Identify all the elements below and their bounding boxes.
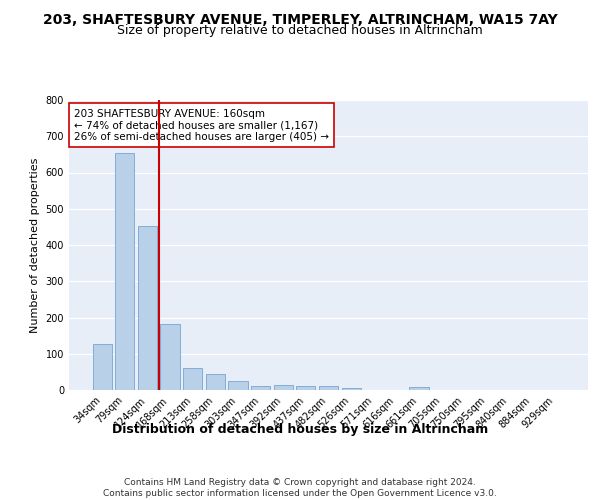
Bar <box>138 226 157 390</box>
Bar <box>115 152 134 390</box>
Text: Contains HM Land Registry data © Crown copyright and database right 2024.
Contai: Contains HM Land Registry data © Crown c… <box>103 478 497 498</box>
Bar <box>319 386 338 390</box>
Bar <box>409 387 428 390</box>
Bar <box>274 386 293 390</box>
Bar <box>296 386 316 390</box>
Bar <box>92 344 112 390</box>
Text: 203, SHAFTESBURY AVENUE, TIMPERLEY, ALTRINCHAM, WA15 7AY: 203, SHAFTESBURY AVENUE, TIMPERLEY, ALTR… <box>43 12 557 26</box>
Bar <box>160 324 180 390</box>
Y-axis label: Number of detached properties: Number of detached properties <box>30 158 40 332</box>
Bar <box>229 381 248 390</box>
Text: Distribution of detached houses by size in Altrincham: Distribution of detached houses by size … <box>112 422 488 436</box>
Bar <box>341 388 361 390</box>
Bar <box>183 368 202 390</box>
Bar <box>206 374 225 390</box>
Bar <box>251 386 270 390</box>
Text: 203 SHAFTESBURY AVENUE: 160sqm
← 74% of detached houses are smaller (1,167)
26% : 203 SHAFTESBURY AVENUE: 160sqm ← 74% of … <box>74 108 329 142</box>
Text: Size of property relative to detached houses in Altrincham: Size of property relative to detached ho… <box>117 24 483 37</box>
